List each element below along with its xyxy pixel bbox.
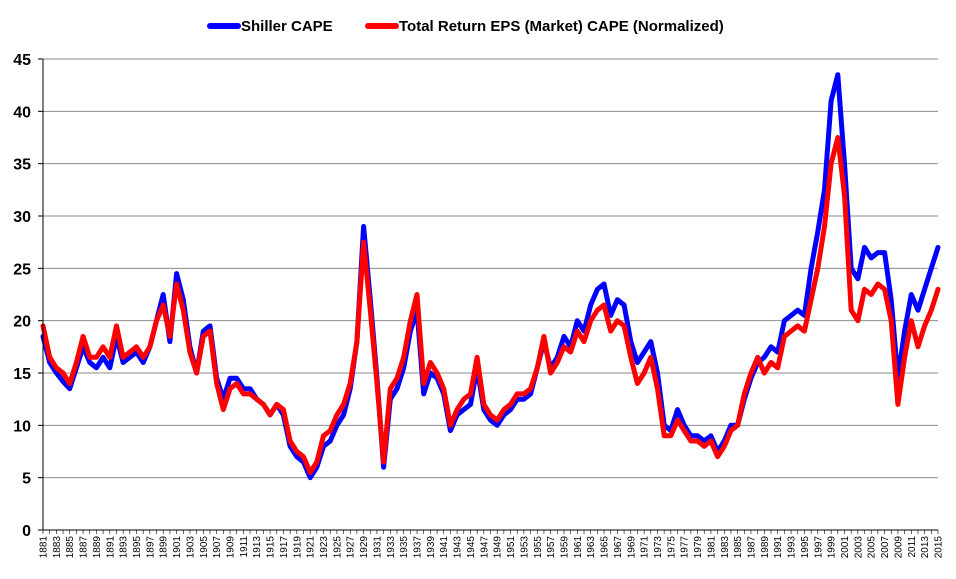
y-tick-label: 0 <box>22 523 31 540</box>
x-tick-label: 1969 <box>626 536 637 559</box>
x-tick-label: 1891 <box>105 536 116 559</box>
x-tick-label: 1915 <box>266 536 277 559</box>
x-tick-label: 1887 <box>79 536 90 559</box>
x-tick-label: 1949 <box>493 536 504 559</box>
x-tick-label: 1943 <box>453 536 464 559</box>
x-tick-label: 1909 <box>226 536 237 559</box>
y-tick-label: 30 <box>13 209 31 226</box>
x-tick-label: 2005 <box>867 536 878 559</box>
x-tick-label: 1919 <box>292 536 303 559</box>
x-tick-label: 1957 <box>546 536 557 559</box>
x-tick-label: 1897 <box>145 536 156 559</box>
x-tick-label: 1985 <box>733 536 744 559</box>
y-tick-label: 20 <box>13 314 31 331</box>
y-tick-label: 25 <box>13 261 31 278</box>
x-tick-label: 1991 <box>773 536 784 559</box>
series-layer <box>40 72 941 481</box>
x-tick-label: 1883 <box>52 536 63 559</box>
x-tick-label: 1907 <box>212 536 223 559</box>
legend-label-total-return-cape: Total Return EPS (Market) CAPE (Normaliz… <box>399 18 724 35</box>
x-tick-label: 1973 <box>653 536 664 559</box>
x-tick-label: 1953 <box>519 536 530 559</box>
x-tick-label: 1951 <box>506 536 517 559</box>
x-tick-label: 1995 <box>800 536 811 559</box>
x-tick-label: 1947 <box>479 536 490 559</box>
gridlines <box>43 58 938 479</box>
x-tick-label: 2003 <box>853 536 864 559</box>
x-tick-label: 1983 <box>720 536 731 559</box>
y-tick-label: 35 <box>13 157 31 174</box>
x-tick-label: 1935 <box>399 536 410 559</box>
y-tick-label: 15 <box>13 366 31 383</box>
x-tick-label: 1899 <box>159 536 170 559</box>
x-tick-label: 1999 <box>827 536 838 559</box>
x-tick-label: 1937 <box>413 536 424 559</box>
x-tick-label: 1979 <box>693 536 704 559</box>
x-tick-label: 2011 <box>907 536 918 558</box>
x-tick-label: 1917 <box>279 536 290 559</box>
x-tick-label: 1913 <box>252 536 263 559</box>
x-axis-ticks: 1881 1883 1885 1887 1889 1891 1893 1895 1897 1899… <box>39 530 945 558</box>
x-tick-label: 1901 <box>172 536 183 559</box>
x-tick-label: 1945 <box>466 536 477 559</box>
y-tick-label: 5 <box>22 471 31 488</box>
x-tick-label: 1989 <box>760 536 771 559</box>
x-tick-label: 1975 <box>666 536 677 559</box>
x-tick-label: 1971 <box>640 536 651 559</box>
x-tick-label: 1959 <box>560 536 571 559</box>
x-tick-label: 1925 <box>332 536 343 559</box>
x-tick-label: 1923 <box>319 536 330 559</box>
legend-label-shiller-cape: Shiller CAPE <box>241 18 333 35</box>
x-tick-label: 2015 <box>934 536 945 559</box>
x-tick-label: 1931 <box>373 536 384 559</box>
x-tick-label: 1981 <box>706 536 717 559</box>
x-tick-label: 1903 <box>185 536 196 559</box>
x-tick-label: 1927 <box>346 536 357 559</box>
x-tick-label: 1889 <box>92 536 103 559</box>
x-tick-label: 1921 <box>306 536 317 559</box>
x-tick-label: 1941 <box>439 536 450 559</box>
x-tick-label: 1895 <box>132 536 143 559</box>
x-tick-label: 1977 <box>680 536 691 559</box>
x-tick-label: 1933 <box>386 536 397 559</box>
x-tick-label: 1967 <box>613 536 624 559</box>
x-tick-label: 1987 <box>747 536 758 559</box>
x-tick-label: 1993 <box>787 536 798 559</box>
x-tick-label: 2001 <box>840 536 851 559</box>
x-tick-label: 1905 <box>199 536 210 559</box>
y-tick-label: 45 <box>13 52 31 69</box>
x-tick-label: 2007 <box>880 536 891 559</box>
x-tick-label: 1911 <box>239 536 250 558</box>
x-tick-label: 1929 <box>359 536 370 559</box>
y-tick-label: 10 <box>13 418 31 435</box>
x-tick-label: 1955 <box>533 536 544 559</box>
legend: Shiller CAPE Total Return EPS (Market) C… <box>207 18 724 35</box>
x-tick-label: 1961 <box>573 536 584 559</box>
x-tick-label: 1963 <box>586 536 597 559</box>
x-tick-label: 1965 <box>600 536 611 559</box>
y-axis-ticks: 0 5 10 15 20 25 30 35 40 45 <box>13 52 43 540</box>
series-line-1 <box>40 135 941 475</box>
x-tick-label: 2013 <box>920 536 931 559</box>
x-tick-label: 1997 <box>813 536 824 559</box>
x-tick-label: 1885 <box>65 536 76 559</box>
x-tick-label: 1881 <box>39 536 50 559</box>
x-tick-label: 1939 <box>426 536 437 559</box>
x-tick-label: 1893 <box>119 536 130 559</box>
x-tick-label: 2009 <box>893 536 904 559</box>
y-tick-label: 40 <box>13 104 31 121</box>
